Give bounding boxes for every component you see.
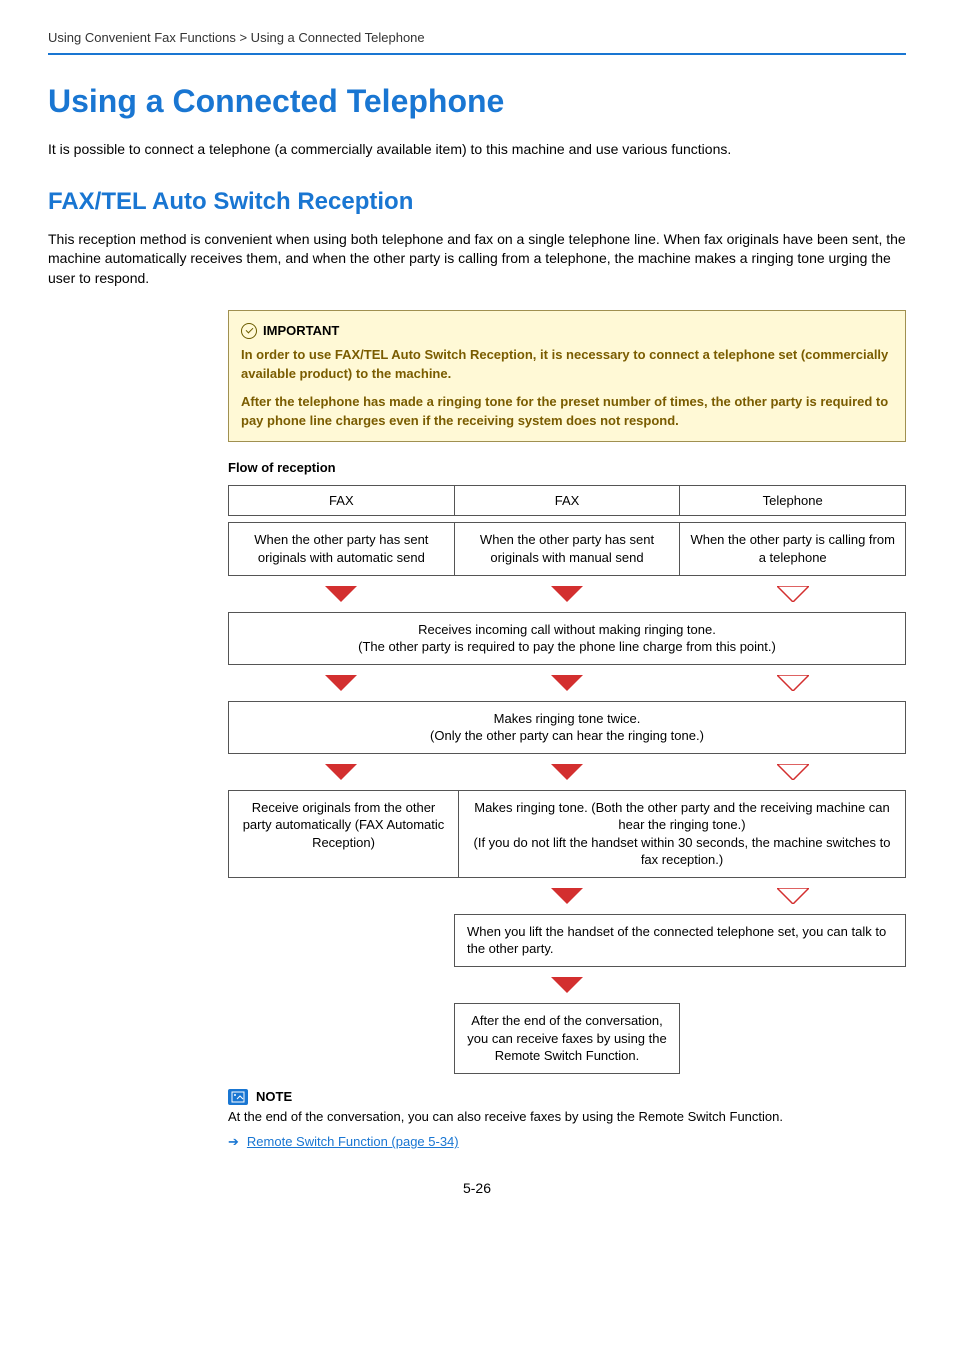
page: Using Convenient Fax Functions > Using a… [0,0,954,1236]
flow-split-row: Receive originals from the other party a… [228,790,906,878]
flow-end-conversation-wrap: After the end of the conversation, you c… [454,1003,680,1074]
reference-link-row: ➔ Remote Switch Function (page 5-34) [228,1133,906,1152]
flow-end-conversation-box: After the end of the conversation, you c… [454,1003,680,1074]
arrow-down-solid-icon [551,675,583,691]
check-circle-icon [241,323,257,339]
important-box: IMPORTANT In order to use FAX/TEL Auto S… [228,310,906,442]
flow-title: Flow of reception [228,460,906,475]
arrow-row-2 [228,665,906,701]
arrow-row-3 [228,754,906,790]
note-header: NOTE [228,1088,906,1107]
arrow-down-solid-icon [551,888,583,904]
arrow-down-outline-icon [777,764,809,780]
flow-receive-call-box: Receives incoming call without making ri… [228,612,906,665]
flow-ringing-both-l2: (If you do not lift the handset within 3… [473,834,891,869]
flow-receive-call-l1: Receives incoming call without making ri… [243,621,891,639]
important-callout: IMPORTANT In order to use FAX/TEL Auto S… [228,310,906,442]
important-header: IMPORTANT [241,321,893,341]
arrow-down-outline-icon [777,888,809,904]
flow-ringing-both-box: Makes ringing tone. (Both the other part… [459,790,906,878]
flow-header-telephone: Telephone [680,485,906,517]
flow-ringing-twice-box: Makes ringing tone twice. (Only the othe… [228,701,906,754]
section-title: FAX/TEL Auto Switch Reception [48,188,906,216]
arrow-down-solid-icon [551,586,583,602]
flow-receive-call-l2: (The other party is required to pay the … [243,638,891,656]
note-label: NOTE [256,1088,292,1107]
important-paragraph-1: In order to use FAX/TEL Auto Switch Rece… [241,345,893,384]
flow-ringing-both-l1: Makes ringing tone. (Both the other part… [473,799,891,834]
remote-switch-link[interactable]: Remote Switch Function (page 5-34) [247,1133,459,1152]
flow-auto-reception-box: Receive originals from the other party a… [228,790,459,878]
flow-ringing-twice-l2: (Only the other party can hear the ringi… [243,727,891,745]
page-title: Using a Connected Telephone [48,83,906,120]
arrow-down-outline-icon [777,586,809,602]
flow-lift-handset-wrap: When you lift the handset of the connect… [454,914,906,967]
arrow-row-5 [228,967,906,1003]
note-icon [228,1089,248,1105]
flow-ringing-twice-l1: Makes ringing tone twice. [243,710,891,728]
arrow-row-4 [228,878,906,914]
section-description: This reception method is convenient when… [48,230,906,289]
arrow-down-solid-icon [325,586,357,602]
arrow-down-solid-icon [551,977,583,993]
note-section: NOTE At the end of the conversation, you… [228,1088,906,1153]
arrow-down-outline-icon [777,675,809,691]
breadcrumb: Using Convenient Fax Functions > Using a… [48,30,906,55]
flow-header-fax2: FAX [455,485,681,517]
flow-header-row: FAX FAX Telephone [228,485,906,517]
note-text: At the end of the conversation, you can … [228,1108,906,1127]
flow-scenario-3: When the other party is calling from a t… [680,522,906,575]
arrow-down-solid-icon [551,764,583,780]
arrow-down-solid-icon [325,675,357,691]
flow-area: Flow of reception FAX FAX Telephone When… [228,460,906,1074]
arrow-down-solid-icon [325,764,357,780]
arrow-right-icon: ➔ [228,1133,239,1152]
flow-scenario-2: When the other party has sent originals … [455,522,681,575]
page-number: 5-26 [48,1180,906,1196]
flow-header-fax1: FAX [228,485,455,517]
important-label: IMPORTANT [263,321,339,341]
arrow-row-1 [228,576,906,612]
important-paragraph-2: After the telephone has made a ringing t… [241,392,893,431]
flow-scenario-1: When the other party has sent originals … [228,522,455,575]
flow-lift-handset-box: When you lift the handset of the connect… [454,914,906,967]
intro-text: It is possible to connect a telephone (a… [48,140,906,160]
flow-scenario-row: When the other party has sent originals … [228,522,906,575]
